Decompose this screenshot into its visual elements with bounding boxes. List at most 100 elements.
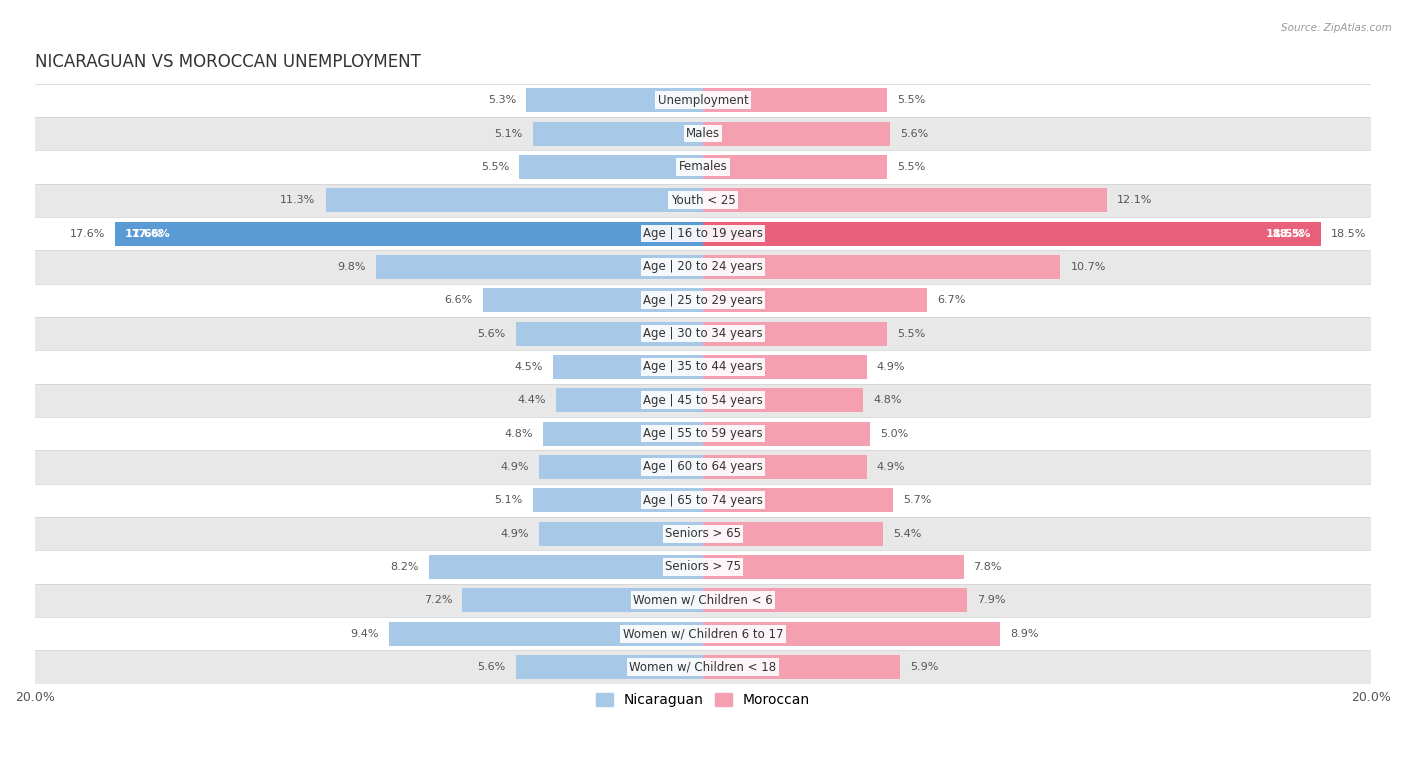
Bar [703,522,883,546]
Bar [429,555,703,579]
Text: Women w/ Children 6 to 17: Women w/ Children 6 to 17 [623,628,783,640]
Text: 5.5%: 5.5% [481,162,509,172]
Text: Source: ZipAtlas.com: Source: ZipAtlas.com [1281,23,1392,33]
Text: Females: Females [679,160,727,173]
Text: 4.4%: 4.4% [517,395,546,405]
Text: Age | 16 to 19 years: Age | 16 to 19 years [643,227,763,240]
Text: 4.9%: 4.9% [877,362,905,372]
Bar [703,288,927,312]
Text: Age | 60 to 64 years: Age | 60 to 64 years [643,460,763,473]
Bar [703,155,887,179]
Bar [703,322,887,346]
Text: 12.1%: 12.1% [1118,195,1153,205]
Text: Youth < 25: Youth < 25 [671,194,735,207]
Bar [35,83,1371,117]
Text: 4.9%: 4.9% [501,462,529,472]
Text: 5.1%: 5.1% [495,495,523,506]
Text: 5.6%: 5.6% [478,329,506,338]
Bar [35,317,1371,350]
Bar [463,588,703,612]
Bar [519,155,703,179]
Bar [703,588,967,612]
Bar [35,217,1371,251]
Bar [703,655,900,679]
Text: Age | 55 to 59 years: Age | 55 to 59 years [643,427,763,440]
Bar [703,455,866,479]
Text: 18.5%: 18.5% [1272,229,1310,238]
Text: 8.9%: 8.9% [1011,628,1039,639]
Bar [389,621,703,646]
Text: 10.7%: 10.7% [1070,262,1105,272]
Bar [35,183,1371,217]
Text: 5.6%: 5.6% [900,129,928,139]
Text: Women w/ Children < 6: Women w/ Children < 6 [633,593,773,607]
Text: 5.4%: 5.4% [893,528,922,539]
Text: 5.0%: 5.0% [880,428,908,438]
Text: 4.8%: 4.8% [873,395,901,405]
Text: 6.6%: 6.6% [444,295,472,305]
Bar [35,617,1371,650]
Text: 4.8%: 4.8% [505,428,533,438]
Bar [115,222,703,245]
Text: 5.5%: 5.5% [897,162,925,172]
Bar [703,222,1322,245]
Text: 8.2%: 8.2% [391,562,419,572]
Text: NICARAGUAN VS MOROCCAN UNEMPLOYMENT: NICARAGUAN VS MOROCCAN UNEMPLOYMENT [35,53,420,71]
Text: 17.6%: 17.6% [70,229,105,238]
Bar [555,388,703,413]
Text: 5.5%: 5.5% [897,95,925,105]
Text: Seniors > 65: Seniors > 65 [665,527,741,540]
Bar [35,450,1371,484]
Text: Age | 25 to 29 years: Age | 25 to 29 years [643,294,763,307]
Bar [35,517,1371,550]
Bar [703,355,866,379]
Bar [533,122,703,145]
Bar [703,188,1107,212]
Bar [35,284,1371,317]
Bar [703,88,887,112]
Bar [516,655,703,679]
Legend: Nicaraguan, Moroccan: Nicaraguan, Moroccan [591,687,815,713]
Bar [35,650,1371,684]
Text: 18.5%: 18.5% [1265,229,1305,238]
Text: Seniors > 75: Seniors > 75 [665,560,741,574]
Text: 17.6%: 17.6% [132,229,170,238]
Text: 9.8%: 9.8% [337,262,366,272]
Text: 4.5%: 4.5% [515,362,543,372]
Text: 5.1%: 5.1% [495,129,523,139]
Bar [35,350,1371,384]
Text: Unemployment: Unemployment [658,94,748,107]
Text: 9.4%: 9.4% [350,628,380,639]
Text: 18.5%: 18.5% [1331,229,1367,238]
Bar [703,555,963,579]
Text: 17.6%: 17.6% [125,229,165,238]
Text: Age | 35 to 44 years: Age | 35 to 44 years [643,360,763,373]
Bar [540,455,703,479]
Text: Age | 45 to 54 years: Age | 45 to 54 years [643,394,763,407]
Text: Women w/ Children < 18: Women w/ Children < 18 [630,661,776,674]
Bar [35,384,1371,417]
Bar [703,422,870,446]
Text: 7.2%: 7.2% [425,595,453,606]
Text: 7.9%: 7.9% [977,595,1005,606]
Text: 5.6%: 5.6% [478,662,506,672]
Text: Age | 20 to 24 years: Age | 20 to 24 years [643,260,763,273]
Bar [482,288,703,312]
Bar [703,621,1000,646]
Text: Age | 65 to 74 years: Age | 65 to 74 years [643,494,763,506]
Bar [375,255,703,279]
Bar [35,117,1371,150]
Text: 5.7%: 5.7% [904,495,932,506]
Text: 4.9%: 4.9% [877,462,905,472]
Bar [35,417,1371,450]
Bar [703,388,863,413]
Bar [516,322,703,346]
Bar [703,255,1060,279]
Bar [703,122,890,145]
Text: Age | 30 to 34 years: Age | 30 to 34 years [643,327,763,340]
Bar [326,188,703,212]
Text: 4.9%: 4.9% [501,528,529,539]
Bar [533,488,703,512]
Bar [35,150,1371,183]
Text: 7.8%: 7.8% [973,562,1002,572]
